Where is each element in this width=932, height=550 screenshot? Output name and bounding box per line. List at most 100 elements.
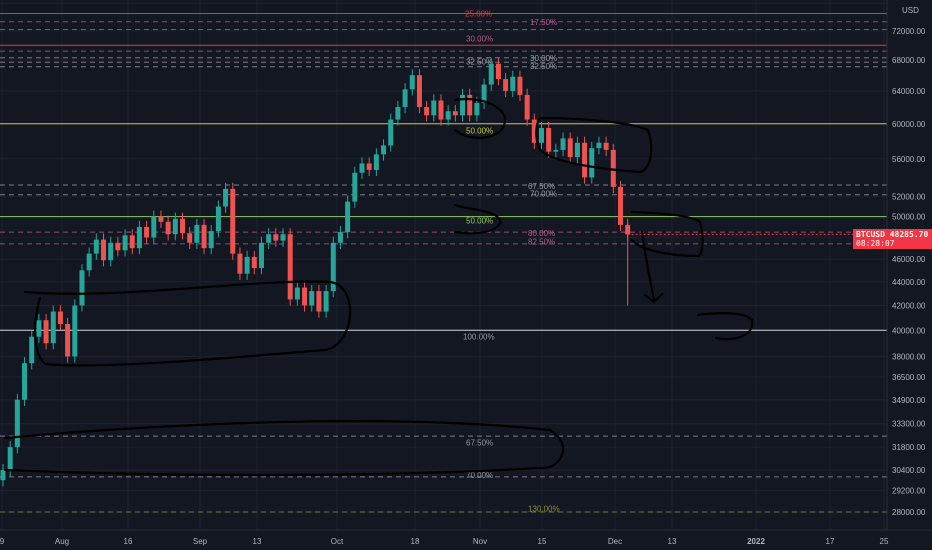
candle-body	[273, 234, 279, 241]
candle-body	[165, 221, 171, 235]
candle-body	[223, 188, 229, 207]
y-tick-label: 72000.00	[892, 27, 926, 36]
fib-label: 30.00%	[530, 54, 557, 63]
candle-body	[101, 239, 107, 261]
candle-body	[287, 234, 293, 300]
fib-label: 67.50%	[466, 438, 493, 447]
candle-body	[445, 111, 451, 120]
candle-body	[57, 311, 63, 324]
candle-body	[510, 76, 516, 91]
candle-body	[302, 287, 308, 306]
candle-body	[388, 119, 394, 146]
y-tick-label: 31800.00	[892, 443, 926, 452]
candle-body	[294, 287, 300, 300]
bar-countdown: 08:28:07	[856, 239, 895, 248]
candle-body	[151, 216, 157, 238]
candle-body	[337, 232, 343, 243]
candle-body	[36, 320, 42, 337]
y-tick-label: 30400.00	[892, 466, 926, 475]
hand-drawn-annotation	[696, 312, 754, 341]
candle-body	[416, 75, 422, 108]
x-tick-label: 9	[0, 537, 5, 546]
candle-body	[495, 63, 501, 80]
candle-body	[503, 79, 509, 91]
candle-body	[93, 239, 99, 254]
candle-body	[208, 231, 214, 249]
hand-drawn-annotation	[453, 203, 502, 235]
currency-label: USD	[902, 6, 919, 15]
candle-body	[187, 233, 193, 243]
candle-body	[395, 107, 401, 120]
candle-body	[237, 253, 243, 274]
x-tick-label: 13	[253, 537, 262, 546]
time-axis	[0, 530, 932, 550]
candle-body	[617, 186, 623, 225]
x-tick-label: Aug	[55, 537, 69, 546]
candle-body	[402, 89, 408, 108]
candle-body	[323, 291, 329, 312]
candle-body	[29, 336, 35, 364]
y-tick-label: 29200.00	[892, 487, 926, 496]
fib-label: 25.00%	[465, 9, 492, 18]
candle-body	[524, 94, 530, 120]
candle-body	[129, 235, 135, 249]
candle-body	[431, 100, 437, 116]
candle-body	[553, 149, 559, 152]
candle-body	[201, 224, 207, 249]
candle-body	[7, 447, 13, 471]
candle-body	[596, 142, 602, 149]
candle-body	[180, 218, 185, 234]
candle-body	[244, 256, 250, 274]
candle-body	[22, 363, 28, 400]
candle-body	[266, 234, 272, 243]
candle-body	[359, 163, 365, 173]
x-tick-label: 25	[880, 537, 889, 546]
candle-body	[309, 291, 315, 306]
candle-body	[136, 226, 142, 249]
candle-body	[43, 320, 49, 344]
price-axis	[887, 0, 932, 550]
x-tick-label: 15	[538, 537, 547, 546]
hand-drawn-annotation	[640, 230, 664, 304]
candle-body	[366, 163, 372, 170]
y-tick-label: 40000.00	[892, 326, 926, 335]
fib-label: 32.50%	[530, 62, 557, 71]
hand-drawn-annotation	[23, 280, 352, 367]
x-tick-label: Nov	[473, 537, 487, 546]
candle-body	[517, 76, 523, 95]
candle-body	[438, 100, 444, 120]
x-tick-label: Dec	[608, 537, 622, 546]
y-tick-label: 52000.00	[892, 193, 926, 202]
fib-label: 70.00%	[530, 190, 557, 199]
x-tick-label: 13	[668, 537, 677, 546]
candle-body	[215, 206, 221, 232]
x-tick-label: 17	[826, 537, 835, 546]
y-tick-label: 44000.00	[892, 278, 926, 287]
hand-drawn-annotation	[630, 210, 704, 258]
candle-body	[589, 148, 595, 178]
candle-body	[424, 107, 430, 116]
hand-drawn-annotation	[453, 98, 507, 139]
candle-body	[50, 311, 56, 344]
candle-body	[467, 94, 473, 116]
candle-body	[488, 63, 494, 85]
y-tick-label: 34900.00	[892, 396, 926, 405]
hand-drawn-annotation	[3, 420, 565, 477]
candle-body	[72, 305, 78, 357]
candle-body	[330, 242, 336, 292]
candle-body	[452, 111, 458, 116]
y-tick-label: 36500.00	[892, 373, 926, 382]
candle-body	[582, 142, 588, 178]
candle-body	[115, 242, 121, 251]
y-tick-label: 68000.00	[892, 56, 926, 65]
fib-label: 30.00%	[466, 35, 493, 44]
candle-body	[381, 145, 387, 155]
candle-body	[610, 149, 616, 187]
candle-body	[567, 138, 573, 158]
x-tick-label: Oct	[331, 537, 344, 546]
x-tick-label: 2022	[747, 537, 765, 546]
candle-body	[316, 291, 322, 312]
candle-body	[474, 102, 480, 116]
fib-label: 82.50%	[528, 238, 555, 247]
